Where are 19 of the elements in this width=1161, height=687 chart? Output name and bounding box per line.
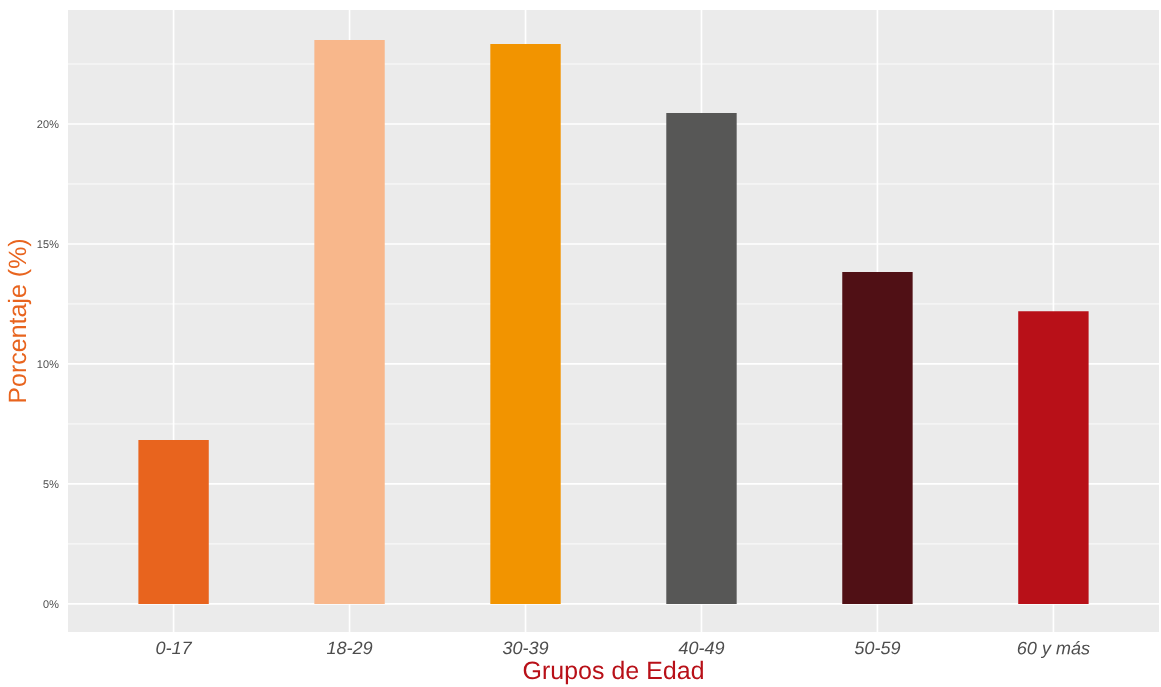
x-tick-label: 50-59: [854, 641, 901, 655]
y-tick-label: 5%: [43, 480, 59, 489]
x-tick-label: 18-29: [326, 641, 373, 655]
x-tick-label: 40-49: [678, 641, 725, 655]
bar: [490, 44, 561, 604]
bar: [666, 112, 737, 604]
y-tick-label: 20%: [37, 120, 59, 129]
bar: [314, 40, 385, 604]
bar: [1018, 311, 1089, 604]
bar: [842, 272, 913, 604]
x-axis-title: Grupos de Edad: [523, 660, 703, 685]
y-tick-label: 15%: [37, 240, 59, 249]
x-tick-label: 0-17: [156, 641, 193, 655]
y-tick-label: 0%: [43, 600, 59, 609]
y-tick-label: 10%: [37, 360, 59, 369]
y-axis-title: Porcentaje (%): [7, 239, 32, 402]
x-tick-label: 30-39: [502, 641, 549, 655]
x-tick-label: 60 y más: [1017, 641, 1090, 659]
bar: [138, 440, 209, 604]
